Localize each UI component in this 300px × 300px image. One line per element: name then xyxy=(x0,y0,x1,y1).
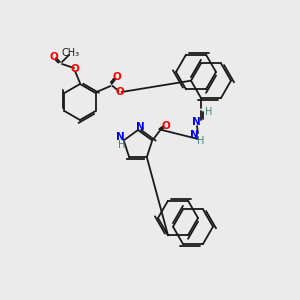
Text: N: N xyxy=(136,122,144,132)
Text: O: O xyxy=(115,87,124,97)
Text: N: N xyxy=(192,117,200,127)
Text: N: N xyxy=(190,130,198,140)
Text: H: H xyxy=(118,140,125,150)
Text: CH₃: CH₃ xyxy=(62,48,80,58)
Text: O: O xyxy=(50,52,58,62)
Text: O: O xyxy=(112,72,121,82)
Text: O: O xyxy=(162,122,171,131)
Text: N: N xyxy=(116,132,125,142)
Text: H: H xyxy=(205,107,213,117)
Text: O: O xyxy=(70,64,80,74)
Text: H: H xyxy=(197,136,205,146)
